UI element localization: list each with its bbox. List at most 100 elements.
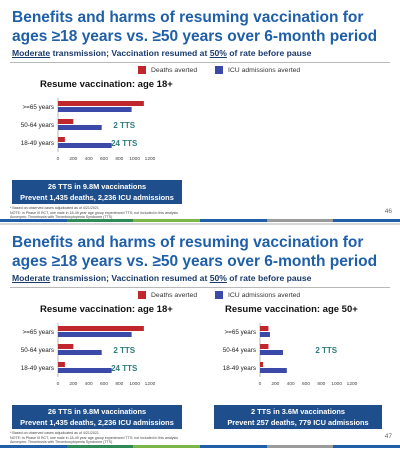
summary-line-2: Prevent 1,435 deaths, 2,236 ICU admissio… <box>20 418 174 427</box>
title-rule <box>10 62 390 63</box>
x-tick-label: 200 <box>69 381 77 387</box>
x-tick-label: 200 <box>271 381 279 387</box>
x-tick-label: 1000 <box>331 381 342 387</box>
summary-box-age18: 26 TTS in 9.8M vaccinations Prevent 1,43… <box>12 405 182 429</box>
footnote-2: NOTE: in Phase III RCT, one male in 18-4… <box>10 210 178 215</box>
tts-annotation: 24 TTS <box>111 364 138 373</box>
bar-icu-averted <box>260 350 283 355</box>
category-label: >=65 years <box>224 329 256 336</box>
tts-annotation: 2 TTS <box>315 346 337 355</box>
bar-chart-age18: >=65 years 50-64 years 2 TTS 18-49 years 24 … <box>21 98 156 162</box>
subtitle-end: of rate before pause <box>226 273 312 283</box>
footnote-3: Acronyms: Thrombosis with Thrombocytopen… <box>10 215 113 219</box>
x-tick-label: 600 <box>100 156 108 162</box>
category-label: 18-49 years <box>223 365 256 372</box>
subtitle-end: of rate before pause <box>226 48 312 58</box>
x-tick-label: 1000 <box>129 381 140 387</box>
x-tick-label: 400 <box>287 381 295 387</box>
category-label: 18-49 years <box>21 140 54 147</box>
bar-icu-averted <box>260 332 270 337</box>
bar-deaths-averted <box>260 326 269 331</box>
footer-color-strip <box>0 445 400 448</box>
x-tick-label: 200 <box>69 156 77 162</box>
subtitle-moderate: Moderate <box>12 273 51 283</box>
page-number: 46 <box>384 208 392 215</box>
tts-annotation: 2 TTS <box>113 346 135 355</box>
footnote-2: NOTE: in Phase III RCT, one male in 18-4… <box>10 435 178 440</box>
bar-deaths-averted <box>58 101 144 106</box>
subtitle-moderate: Moderate <box>12 48 51 58</box>
bar-icu-averted <box>58 350 102 355</box>
summary-box: 26 TTS in 9.8M vaccinations Prevent 1,43… <box>12 180 182 204</box>
x-tick-label: 0 <box>57 381 60 387</box>
bar-deaths-averted <box>260 344 269 349</box>
x-tick-label: 1200 <box>145 156 156 162</box>
x-tick-label: 800 <box>115 381 123 387</box>
slide-title: Benefits and harms of resuming vaccinati… <box>12 234 378 270</box>
x-tick-label: 800 <box>115 156 123 162</box>
bar-deaths-averted <box>58 344 74 349</box>
legend-swatch-deaths <box>138 66 146 74</box>
subtitle-mid: transmission; Vaccination resumed at <box>50 48 210 58</box>
bar-icu-averted <box>58 143 112 148</box>
bar-deaths-averted <box>58 362 65 367</box>
footnote-1: * Based on observed cases adjudicated as… <box>10 431 99 435</box>
footnote-1: * Based on observed cases adjudicated as… <box>10 206 99 210</box>
bar-deaths-averted <box>260 362 264 367</box>
summary-line-1: 26 TTS in 9.8M vaccinations <box>47 182 147 191</box>
slide-title: Benefits and harms of resuming vaccinati… <box>12 9 378 45</box>
legend-icu-label: ICU admissions averted <box>228 66 301 74</box>
category-label: 50-64 years <box>223 347 256 354</box>
x-tick-label: 0 <box>259 381 262 387</box>
footnotes: * Based on observed cases adjudicated as… <box>10 206 250 220</box>
bar-chart-age18: >=65 years 50-64 years 2 TTS 18-49 years 24 … <box>21 323 156 387</box>
slide-divider <box>0 223 400 225</box>
chart-title: Resume vaccination: age 18+ <box>40 79 173 90</box>
chart-legend: Deaths averted ICU admissions averted <box>138 291 316 299</box>
bar-deaths-averted <box>58 137 65 142</box>
summary-line-1: 26 TTS in 9.8M vaccinations <box>47 407 147 416</box>
category-label: 50-64 years <box>21 122 54 129</box>
bar-icu-averted <box>58 368 112 373</box>
tts-annotation: 2 TTS <box>113 121 135 130</box>
slide-47: Benefits and harms of resuming vaccinati… <box>0 225 400 449</box>
slide-46: Benefits and harms of resuming vaccinati… <box>0 0 400 224</box>
subtitle-pct: 50% <box>209 48 227 58</box>
summary-box-age50: 2 TTS in 3.6M vaccinations Prevent 257 d… <box>214 405 382 429</box>
x-tick-label: 600 <box>100 381 108 387</box>
x-tick-label: 400 <box>85 381 93 387</box>
slide-subtitle: Moderate transmission; Vaccination resum… <box>12 273 311 283</box>
footnote-3: Acronyms: Thrombosis with Thrombocytopen… <box>10 440 113 444</box>
bar-icu-averted <box>58 332 132 337</box>
category-label: 18-49 years <box>21 365 54 372</box>
chart-legend: Deaths averted ICU admissions averted <box>138 66 316 74</box>
chart-title-age18: Resume vaccination: age 18+ <box>40 304 173 315</box>
tts-annotation: 24 TTS <box>111 139 138 148</box>
bar-chart-age50: >=65 years 50-64 years 2 TTS 18-49 years 0 20… <box>223 323 358 387</box>
x-tick-label: 1200 <box>145 381 156 387</box>
footer-color-strip <box>0 219 400 222</box>
footnotes: * Based on observed cases adjudicated as… <box>10 431 250 445</box>
legend-swatch-icu <box>215 291 223 299</box>
legend-deaths-label: Deaths averted <box>151 291 198 299</box>
x-tick-label: 1200 <box>347 381 358 387</box>
category-label: 50-64 years <box>21 347 54 354</box>
summary-line-1: 2 TTS in 3.6M vaccinations <box>250 407 346 416</box>
category-label: >=65 years <box>22 329 54 336</box>
title-rule <box>10 287 390 288</box>
legend-swatch-icu <box>215 66 223 74</box>
bar-deaths-averted <box>58 326 144 331</box>
legend-swatch-deaths <box>138 291 146 299</box>
summary-line-2: Prevent 1,435 deaths, 2,236 ICU admissio… <box>20 193 174 202</box>
page-number: 47 <box>384 433 392 440</box>
x-tick-label: 0 <box>57 156 60 162</box>
chart-title-age50: Resume vaccination: age 50+ <box>225 304 358 315</box>
legend-deaths-label: Deaths averted <box>151 66 198 74</box>
bar-deaths-averted <box>58 119 74 124</box>
x-tick-label: 1000 <box>129 156 140 162</box>
subtitle-pct: 50% <box>209 273 227 283</box>
subtitle-mid: transmission; Vaccination resumed at <box>50 273 210 283</box>
x-tick-label: 400 <box>85 156 93 162</box>
summary-line-2: Prevent 257 deaths, 779 ICU admissions <box>227 418 369 427</box>
x-tick-label: 600 <box>302 381 310 387</box>
